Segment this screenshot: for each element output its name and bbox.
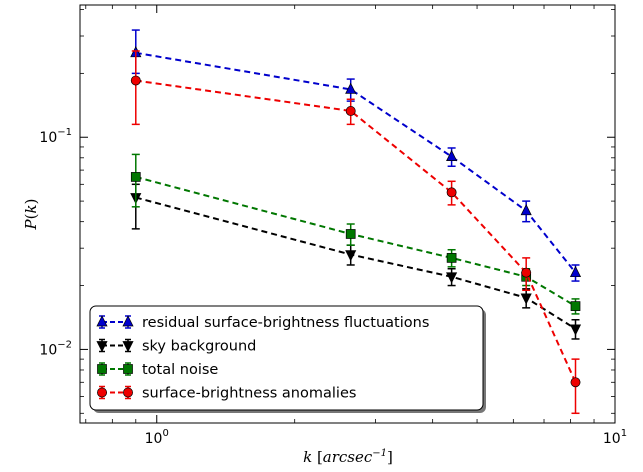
data-point	[570, 301, 581, 311]
x-tick-label: 100	[145, 428, 169, 447]
data-point	[345, 250, 357, 262]
legend: residual surface-brightness fluctuations…	[89, 305, 486, 413]
legend-label: sky background	[142, 339, 256, 355]
data-point	[569, 324, 582, 336]
legend-marker	[122, 341, 134, 353]
legend-item: residual surface-brightness fluctuations	[96, 315, 429, 331]
series-0	[130, 29, 582, 282]
legend-marker	[123, 364, 133, 374]
series-line	[135, 51, 577, 274]
legend-item: sky background	[96, 339, 256, 355]
legend-marker	[97, 364, 107, 374]
series-line	[135, 79, 577, 383]
data-point	[521, 267, 532, 278]
series-line	[135, 175, 577, 307]
data-point	[130, 172, 141, 182]
axes-layer: 100 101 10−1 10−2	[39, 5, 627, 447]
legend-label: surface-brightness anomalies	[142, 386, 356, 402]
data-point	[345, 82, 357, 94]
legend-label: total noise	[142, 362, 218, 378]
series-3	[130, 50, 581, 415]
data-point	[446, 187, 457, 198]
data-point	[345, 229, 356, 239]
y-tick-label: 10−2	[39, 339, 72, 358]
data-point	[130, 75, 141, 86]
legend-label: residual surface-brightness fluctuations	[142, 315, 429, 331]
legend-marker	[123, 387, 133, 398]
legend-marker	[96, 341, 108, 353]
plot-frame	[79, 4, 616, 424]
legend-marker	[97, 387, 107, 398]
y-axis-label: P(k)	[22, 199, 40, 231]
legend-marker	[96, 315, 108, 327]
data-point	[570, 377, 581, 388]
data-point	[345, 106, 356, 116]
legend-marker	[122, 315, 134, 327]
data-point	[520, 204, 532, 216]
x-axis-label: k [arcsec−1]	[303, 448, 393, 466]
x-tick-label: 101	[603, 428, 627, 447]
data-point	[446, 253, 457, 263]
data-point	[446, 272, 458, 284]
data-point	[446, 149, 458, 162]
data-point	[520, 293, 532, 305]
legend-box	[89, 305, 484, 411]
series-layer	[130, 29, 582, 415]
legend-item: total noise	[97, 362, 218, 378]
legend-item: surface-brightness anomalies	[97, 386, 356, 402]
y-tick-label: 10−1	[39, 127, 72, 146]
data-point	[569, 265, 582, 278]
